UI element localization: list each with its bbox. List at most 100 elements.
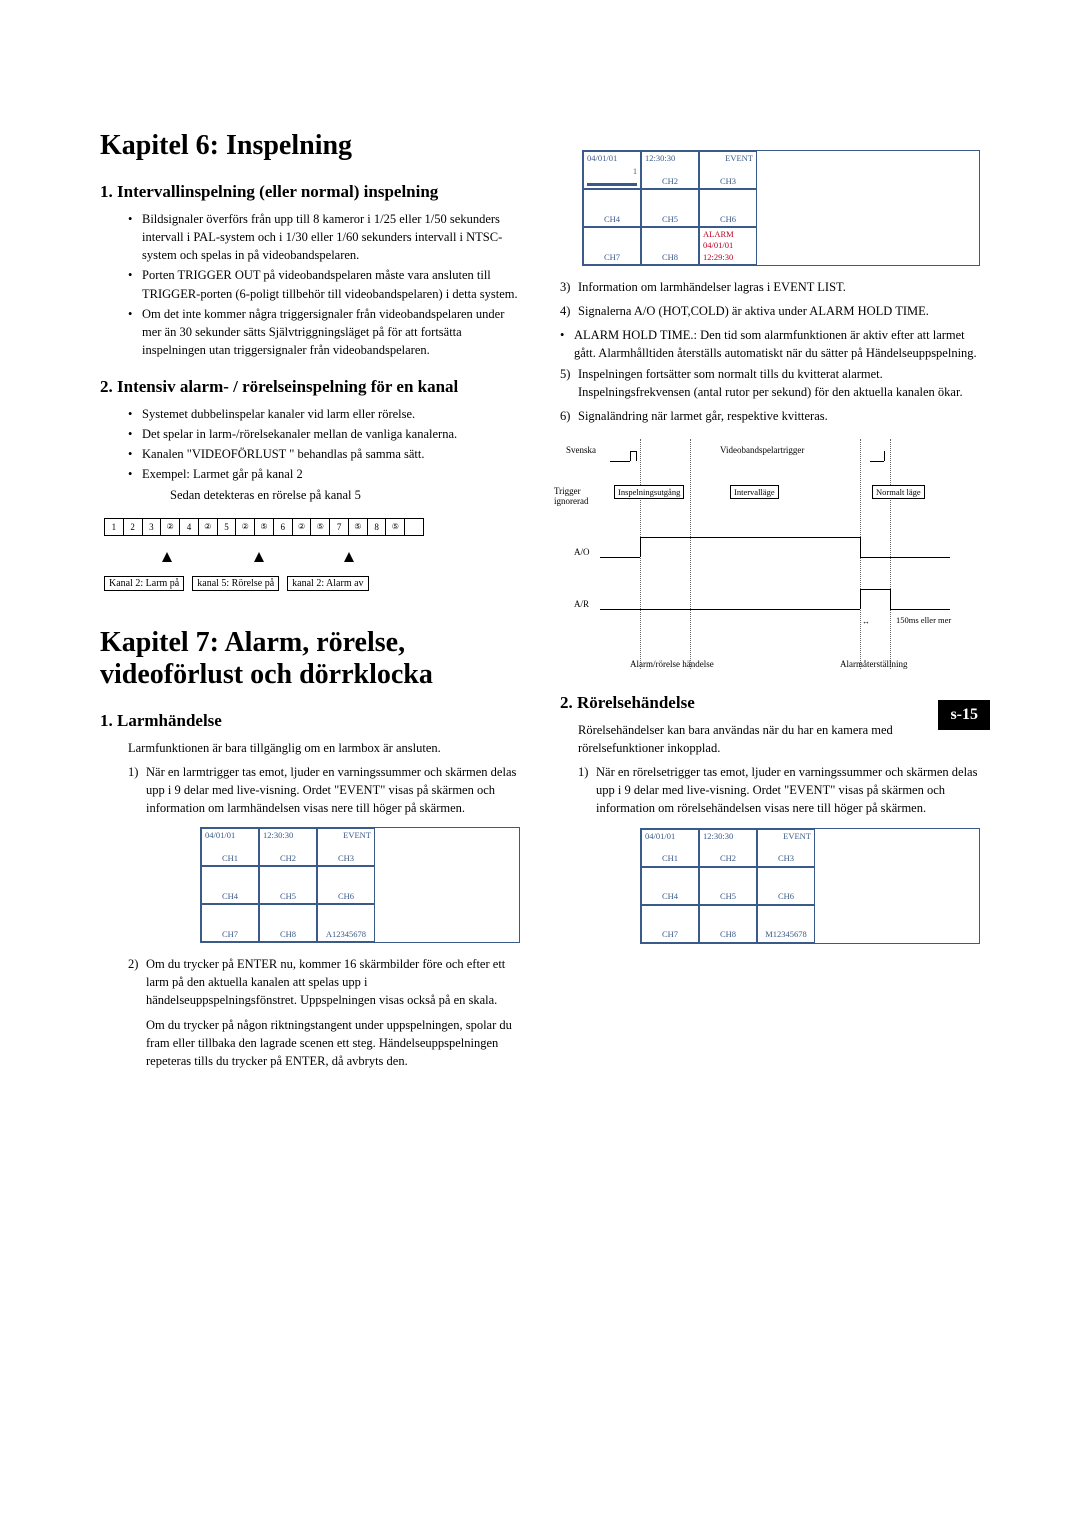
- right-item-5: 5)Inspelningen fortsätter som normalt ti…: [560, 365, 980, 401]
- grid-ch: CH1: [222, 854, 238, 863]
- larm-item-2: 2)Om du trycker på ENTER nu, kommer 16 s…: [128, 955, 520, 1009]
- grid-cell: CH7: [201, 904, 259, 942]
- grid-ch: M12345678: [765, 930, 807, 939]
- grid-cell: A12345678: [317, 904, 375, 942]
- grid-ch: CH6: [720, 215, 736, 224]
- right-item-3-text: Information om larmhändelser lagras i EV…: [578, 280, 846, 294]
- grid-ch: CH5: [662, 215, 678, 224]
- grid-cell: CH5: [699, 867, 757, 905]
- timeline-cell: 5: [218, 519, 237, 535]
- larm-intro: Larmfunktionen är bara tillgänglig om en…: [128, 739, 520, 757]
- grid-cell: EVENTCH3: [699, 151, 757, 189]
- timing-interval-mode: Intervalläge: [730, 485, 779, 499]
- bullet: Exempel: Larmet går på kanal 2: [128, 465, 520, 483]
- timeline-cell: 6: [274, 519, 293, 535]
- grid-ch: CH2: [662, 177, 678, 186]
- grid-ch: CH5: [720, 892, 736, 901]
- timing-ao-label: A/O: [574, 547, 590, 557]
- grid-ch: CH7: [604, 253, 620, 262]
- timeline-cell: ⑤: [386, 519, 405, 535]
- event-grid-a: 04/01/01CH1 12:30:30CH2 EVENTCH3 CH4 CH5…: [200, 827, 520, 943]
- grid-event: EVENT: [761, 832, 811, 841]
- right-bullet: ALARM HOLD TIME.: Den tid som alarmfunkt…: [560, 326, 980, 362]
- timeline-cell: 1: [105, 519, 124, 535]
- chapter6-title: Kapitel 6: Inspelning: [100, 130, 520, 162]
- timing-normal-mode: Normalt läge: [872, 485, 925, 499]
- right-item-4-text: Signalerna A/O (HOT,COLD) är aktiva unde…: [578, 304, 929, 318]
- grid-cell: CH7: [641, 905, 699, 943]
- grid-ch: CH4: [604, 215, 620, 224]
- timing-rec-output: Inspelningsutgång: [614, 485, 684, 499]
- grid-cell: CH5: [259, 866, 317, 904]
- left-column: Kapitel 6: Inspelning 1. Intervallinspel…: [100, 130, 520, 1076]
- grid-cell: CH6: [757, 867, 815, 905]
- timeline-cell: 8: [368, 519, 387, 535]
- larm-item-2a-text: Om du trycker på ENTER nu, kommer 16 skä…: [146, 957, 505, 1007]
- timing-bottom-b: Alarmåterställning: [840, 659, 907, 669]
- timeline-cell: ⑤: [255, 519, 274, 535]
- timeline-cell: 7: [330, 519, 349, 535]
- timing-vcr-trigger: Videobandspelartrigger: [720, 445, 804, 455]
- grid-cell-alarm: ALARM04/01/0112:29:30: [699, 227, 757, 265]
- grid-ch: CH3: [720, 177, 736, 186]
- grid-ch: CH3: [778, 854, 794, 863]
- bullet: Det spelar in larm-/rörelsekanaler mella…: [128, 425, 520, 443]
- timeline-cell: 3: [143, 519, 162, 535]
- larm-item-1-text: När en larmtrigger tas emot, ljuder en v…: [146, 765, 516, 815]
- right-item-6-text: Signaländring när larmet går, respektive…: [578, 409, 828, 423]
- rorelse-heading: 2. Rörelsehändelse: [560, 693, 980, 713]
- grid-cell: 12:30:30 CH2: [699, 829, 757, 867]
- grid-date: 04/01/01: [205, 831, 255, 840]
- timing-ar-label: A/R: [574, 599, 589, 609]
- bullet: Om det inte kommer några triggersignaler…: [128, 305, 520, 359]
- grid-ch: CH7: [662, 930, 678, 939]
- event-grid-c: 04/01/01CH1 12:30:30CH2 EVENTCH3 CH4 CH5…: [640, 828, 980, 944]
- section-2-subline: Sedan detekteras en rörelse på kanal 5: [170, 486, 520, 504]
- timeline-cell: ②: [161, 519, 180, 535]
- timeline-cell: ⑤: [311, 519, 330, 535]
- grid-ch: CH2: [720, 854, 736, 863]
- alarm-label: ALARM: [703, 230, 753, 239]
- grid-cell: EVENTCH3: [317, 828, 375, 866]
- bullet: Systemet dubbelinspelar kanaler vid larm…: [128, 405, 520, 423]
- timeline-cell: ②: [199, 519, 218, 535]
- grid-ch: CH8: [280, 930, 296, 939]
- section-2-heading: 2. Intensiv alarm- / rörelseinspelning f…: [100, 377, 520, 397]
- grid-ch: CH4: [222, 892, 238, 901]
- section-2-bullets: Systemet dubbelinspelar kanaler vid larm…: [128, 405, 520, 484]
- larm-item-2b-text: Om du trycker på någon riktningstangent …: [146, 1018, 512, 1068]
- section-1-bullets: Bildsignaler överförs från upp till 8 ka…: [128, 210, 520, 359]
- timing-bottom-a: Alarm/rörelse händelse: [630, 659, 714, 669]
- grid-cell: M12345678: [757, 905, 815, 943]
- rorelse-item-1-text: När en rörelsetrigger tas emot, ljuder e…: [596, 765, 977, 815]
- grid-cell: CH8: [259, 904, 317, 942]
- grid-cell: EVENT CH3: [757, 829, 815, 867]
- timeline-label: kanal 2: Alarm av: [287, 576, 368, 591]
- grid-cell: CH8: [699, 905, 757, 943]
- right-item-3: 3)Information om larmhändelser lagras i …: [560, 278, 980, 296]
- rorelse-intro: Rörelsehändelser kan bara användas när d…: [578, 721, 980, 757]
- timeline-arrows: [104, 536, 424, 562]
- timeline-row: 1 2 3 ② 4 ② 5 ② ⑤ 6 ② ⑤ 7 ⑤ 8 ⑤: [104, 518, 424, 536]
- right-item-4: 4)Signalerna A/O (HOT,COLD) är aktiva un…: [560, 302, 980, 320]
- grid-ch: CH3: [338, 854, 354, 863]
- grid-cell: 12:30:30CH2: [641, 151, 699, 189]
- grid-time: 12:30:30: [703, 832, 753, 841]
- timing-diagram: Svenska Videobandspelartrigger Trigger i…: [560, 439, 960, 669]
- timeline-cell: [405, 519, 423, 535]
- timeline-cell: ②: [293, 519, 312, 535]
- grid-time: 12:30:30: [263, 831, 313, 840]
- grid-cell: 04/01/011: [583, 151, 641, 189]
- alarm-time: 12:29:30: [703, 253, 753, 262]
- grid-cell: 04/01/01CH1: [641, 829, 699, 867]
- grid-cell: CH4: [201, 866, 259, 904]
- progress-bar: [587, 183, 637, 186]
- timing-trigger-ignored: Trigger ignorerad: [554, 487, 614, 507]
- grid-date: 04/01/01: [587, 154, 637, 163]
- bullet: Porten TRIGGER OUT på videobandspelaren …: [128, 266, 520, 302]
- timeline-cell: ②: [236, 519, 255, 535]
- grid-ch: CH5: [280, 892, 296, 901]
- right-item-6: 6)Signaländring när larmet går, respekti…: [560, 407, 980, 425]
- grid-cell: CH8: [641, 227, 699, 265]
- right-column: 04/01/011 12:30:30 CH2 EVENT CH3 CH4 CH5 C…: [560, 130, 980, 1076]
